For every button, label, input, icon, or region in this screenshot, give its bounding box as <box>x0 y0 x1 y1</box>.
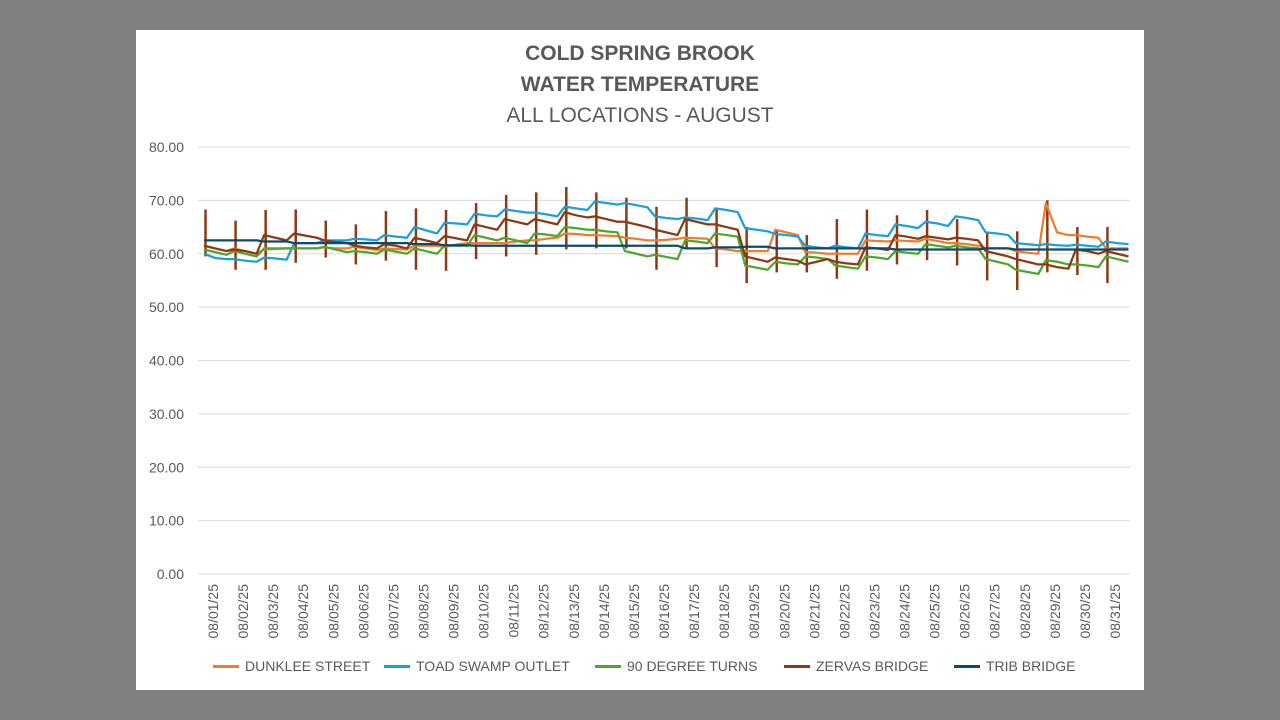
legend-label: ZERVAS BRIDGE <box>816 658 929 674</box>
legend-swatch <box>954 664 980 668</box>
legend-swatch <box>784 664 810 668</box>
x-tick-label: 08/15/25 <box>626 584 642 639</box>
y-tick-label: 60.00 <box>149 246 184 262</box>
y-tick-label: 40.00 <box>149 353 184 369</box>
y-tick-label: 70.00 <box>149 192 184 208</box>
x-tick-label: 08/23/25 <box>866 584 882 639</box>
x-tick-label: 08/13/25 <box>566 584 582 639</box>
x-tick-label: 08/22/25 <box>836 584 852 639</box>
legend-item: TRIB BRIDGE <box>954 658 1075 674</box>
y-tick-label: 30.00 <box>149 406 184 422</box>
series-line-zervas-bridge <box>203 210 1129 270</box>
series-line-toad-swamp-outlet <box>203 200 1129 263</box>
x-tick-label: 08/19/25 <box>746 584 762 639</box>
legend-label: DUNKLEE STREET <box>245 658 371 674</box>
chart-card: COLD SPRING BROOK WATER TEMPERATURE ALL … <box>136 30 1144 690</box>
x-tick-label: 08/03/25 <box>265 584 281 639</box>
legend-swatch <box>213 664 239 668</box>
x-tick-label: 08/25/25 <box>927 584 943 639</box>
legend-swatch <box>384 664 410 668</box>
series-line-90-degree-turns <box>203 225 1129 276</box>
x-tick-label: 08/01/25 <box>205 584 221 639</box>
x-tick-label: 08/14/25 <box>596 584 612 639</box>
x-tick-label: 08/02/25 <box>235 584 251 639</box>
x-tick-label: 08/16/25 <box>656 584 672 639</box>
x-tick-label: 08/28/25 <box>1017 584 1033 639</box>
x-tick-label: 08/04/25 <box>295 584 311 639</box>
x-tick-label: 08/30/25 <box>1077 584 1093 639</box>
x-tick-label: 08/26/25 <box>957 584 973 639</box>
legend-label: TRIB BRIDGE <box>986 658 1076 674</box>
legend-label: TOAD SWAMP OUTLET <box>416 658 570 674</box>
x-tick-label: 08/05/25 <box>325 584 341 639</box>
legend-item: TOAD SWAMP OUTLET <box>384 658 570 674</box>
x-tick-label: 08/18/25 <box>716 584 732 639</box>
series-line-trib-bridge <box>204 239 1129 251</box>
legend-item: 90 DEGREE TURNS <box>595 658 757 674</box>
x-tick-label: 08/27/25 <box>987 584 1003 639</box>
x-tick-label: 08/08/25 <box>415 584 431 639</box>
legend-label: 90 DEGREE TURNS <box>627 658 758 674</box>
x-tick-label: 08/11/25 <box>506 584 522 638</box>
x-tick-label: 08/12/25 <box>536 584 552 639</box>
chart-legend: DUNKLEE STREET TOAD SWAMP OUTLET 90 DEGREE… <box>136 658 1144 678</box>
x-tick-label: 08/17/25 <box>686 584 702 639</box>
x-tick-label: 08/06/25 <box>355 584 371 639</box>
chart-subtitle: WATER TEMPERATURE <box>520 73 760 96</box>
x-tick-label: 08/20/25 <box>776 584 792 639</box>
legend-item: ZERVAS BRIDGE <box>784 658 928 674</box>
x-tick-label: 08/31/25 <box>1107 584 1123 639</box>
x-tick-label: 08/10/25 <box>476 584 492 639</box>
line-chart: 0.00 10.00 20.00 30.00 40.00 50.00 60.00 70.00 8… <box>149 139 1130 639</box>
x-tick-label: 08/21/25 <box>806 584 822 639</box>
x-tick-label: 08/07/25 <box>385 584 401 639</box>
y-tick-label: 50.00 <box>149 299 184 315</box>
chart-title: COLD SPRING BROOK <box>525 42 755 65</box>
x-tick-label: 08/29/25 <box>1047 584 1063 639</box>
legend-swatch <box>595 664 621 668</box>
y-tick-label: 20.00 <box>149 459 184 475</box>
chart-subtitle-2: ALL LOCATIONS - AUGUST <box>506 104 774 127</box>
x-tick-label: 08/24/25 <box>897 584 913 639</box>
y-tick-label: 10.00 <box>149 513 184 529</box>
legend-item: DUNKLEE STREET <box>213 658 370 674</box>
x-tick-label: 08/09/25 <box>446 584 462 639</box>
y-tick-label: 80.00 <box>149 139 184 155</box>
y-tick-label: 0.00 <box>157 566 184 582</box>
